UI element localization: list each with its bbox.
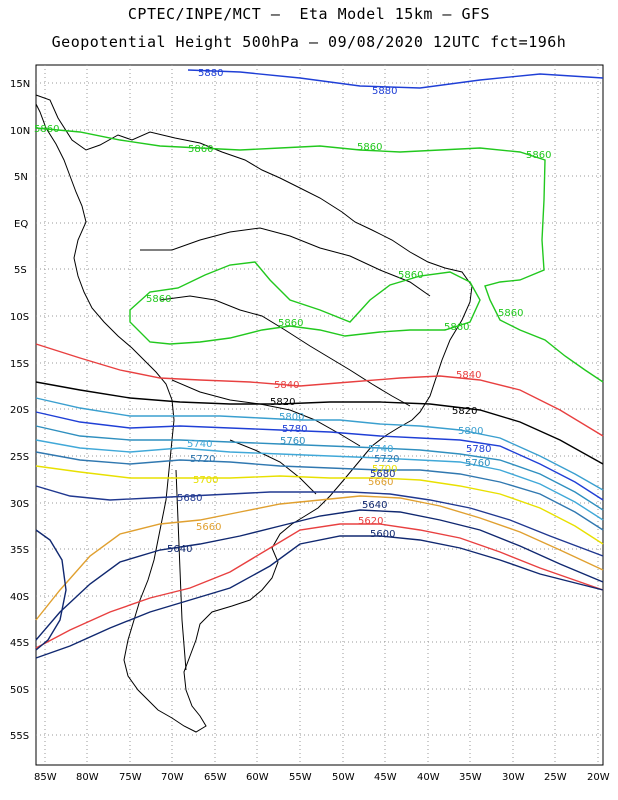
lat-tick-label: 5S (14, 265, 27, 276)
contour-5860-inner-line (129, 261, 481, 345)
lon-tick-label: 25W (544, 772, 567, 783)
contour-5660-line (35, 495, 604, 621)
contour-label-5860: 5860 (498, 308, 523, 319)
contour-west-low-line (35, 529, 67, 651)
lon-tick-label: 85W (34, 772, 57, 783)
contour-labels: 5880 5880 5860 5860 5860 5860 5860 5860 … (34, 68, 551, 555)
grid (36, 65, 603, 765)
contour-5860-line (35, 127, 604, 383)
lat-tick-label: 45S (10, 638, 29, 649)
contour-label-5860: 5860 (146, 294, 171, 305)
lat-tick-label: 10S (10, 312, 29, 323)
lat-tick-label: 15S (10, 359, 29, 370)
contour-label-5800: 5800 (279, 412, 304, 423)
lon-tick-label: 80W (76, 772, 99, 783)
lon-tick-label: 70W (161, 772, 184, 783)
contour-label-5840: 5840 (456, 370, 481, 381)
contour-label-5860: 5860 (188, 144, 213, 155)
contour-label-5660: 5660 (368, 477, 393, 488)
lat-tick-label: 5N (14, 172, 28, 183)
lon-tick-label: 50W (332, 772, 355, 783)
contour-lines (35, 69, 604, 659)
contour-label-5880: 5880 (198, 68, 223, 79)
contour-5780-line (35, 411, 604, 501)
contour-label-5740: 5740 (368, 444, 393, 455)
contour-5600-line (35, 535, 604, 659)
contour-5640-line (35, 509, 604, 641)
contour-5700-line (35, 465, 604, 545)
lon-tick-label: 45W (374, 772, 397, 783)
contour-label-5840: 5840 (274, 380, 299, 391)
contour-label-5760: 5760 (465, 458, 490, 469)
lat-tick-label: 25S (10, 452, 29, 463)
lat-tick-label: 35S (10, 545, 29, 556)
lon-tick-label: 40W (417, 772, 440, 783)
contour-5720-line (35, 451, 604, 531)
lon-tick-label: 55W (289, 772, 312, 783)
latitude-axis: 15N 10N 5N EQ 5S 10S 15S 20S 25S 30S 35S… (10, 79, 30, 742)
contour-label-5720: 5720 (190, 454, 215, 465)
contour-label-5860: 5860 (278, 318, 303, 329)
plot-frame (35, 64, 604, 766)
contour-label-5860: 5860 (526, 150, 551, 161)
lon-tick-label: 60W (246, 772, 269, 783)
contour-label-5780: 5780 (282, 424, 307, 435)
contour-label-5860: 5860 (444, 322, 469, 333)
contour-label-5860: 5860 (357, 142, 382, 153)
contour-label-5640: 5640 (362, 500, 387, 511)
contour-5800-line (35, 397, 604, 491)
contour-label-5680: 5680 (177, 493, 202, 504)
contour-label-5720: 5720 (374, 454, 399, 465)
contour-5680-line (35, 485, 604, 557)
contour-label-5740: 5740 (187, 439, 212, 450)
contour-label-5880: 5880 (372, 86, 397, 97)
contour-label-5800: 5800 (458, 426, 483, 437)
contour-label-5640: 5640 (167, 544, 192, 555)
lat-tick-label: 40S (10, 592, 29, 603)
contour-5620-line (35, 523, 604, 649)
contour-5820-line (35, 381, 604, 465)
contour-label-5700: 5700 (193, 475, 218, 486)
contour-label-5860: 5860 (398, 270, 423, 281)
lat-tick-label: 15N (10, 79, 30, 90)
contour-label-5700: 5700 (372, 464, 397, 475)
lat-tick-label: EQ (14, 219, 28, 230)
chart-title-line-1: CPTEC/INPE/MCT – Eta Model 15km – GFS (127, 5, 491, 23)
longitude-axis: 85W 80W 75W 70W 65W 60W 55W 50W 45W 40W … (34, 772, 610, 783)
chart-title-line-2: Geopotential Height 500hPa – 09/08/2020 … (51, 33, 567, 51)
lon-tick-label: 35W (459, 772, 482, 783)
contour-label-5820: 5820 (452, 406, 477, 417)
contour-5840-line (35, 343, 604, 437)
contour-label-5820: 5820 (270, 397, 295, 408)
contour-label-5780: 5780 (466, 444, 491, 455)
contour-5740-line (35, 439, 604, 521)
lat-tick-label: 20S (10, 405, 29, 416)
lon-tick-label: 20W (587, 772, 610, 783)
contour-label-5600: 5600 (370, 529, 395, 540)
lat-tick-label: 10N (10, 126, 30, 137)
contour-label-5680: 5680 (370, 469, 395, 480)
lat-tick-label: 50S (10, 685, 29, 696)
contour-label-5860: 5860 (34, 124, 59, 135)
coastline (35, 94, 473, 733)
contour-label-5660: 5660 (196, 522, 221, 533)
lon-tick-label: 75W (119, 772, 142, 783)
lon-tick-label: 30W (502, 772, 525, 783)
lat-tick-label: 30S (10, 499, 29, 510)
contour-label-5620: 5620 (358, 516, 383, 527)
contour-5760-line (35, 425, 604, 511)
lat-tick-label: 55S (10, 731, 29, 742)
lon-tick-label: 65W (204, 772, 227, 783)
contour-label-5760: 5760 (280, 436, 305, 447)
contour-5880-line (187, 69, 604, 89)
